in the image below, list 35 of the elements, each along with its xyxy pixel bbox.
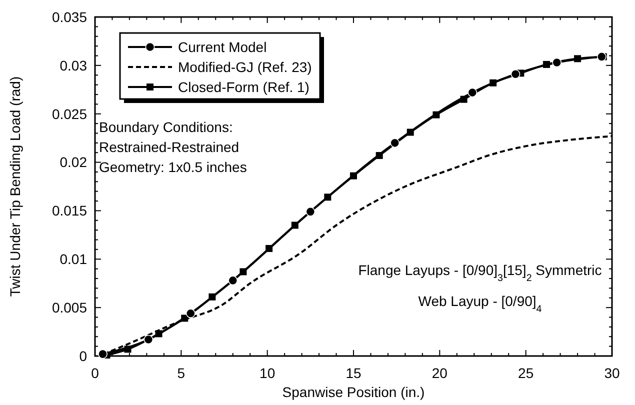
point <box>552 58 562 68</box>
y-axis-title: Twist Under Tip Bending Load (rad) <box>7 76 23 297</box>
annotation: Web Layup - [0/90]$_{4}$ <box>418 293 542 314</box>
point <box>228 276 238 286</box>
x-tick-label: 30 <box>604 365 620 381</box>
x-tick-label: 15 <box>346 365 362 381</box>
annotation: Flange Layups - [0/90]$_{3}$[15]$_{2}$ Symmetric <box>358 262 602 284</box>
legend-label: Current Model <box>178 38 267 55</box>
annotation: Restrained-Restrained <box>99 139 240 155</box>
y-tick-label: 0.025 <box>52 106 88 122</box>
point <box>468 88 478 98</box>
y-tick-label: 0.035 <box>52 8 88 25</box>
y-tick-label: 0.015 <box>52 202 88 219</box>
legend-label: Closed-Form (Ref. 1) <box>178 78 310 95</box>
annotation: Boundary Conditions: <box>99 119 233 135</box>
y-tick-label: 0.03 <box>60 57 88 74</box>
y-tick-label: 0.02 <box>60 154 88 170</box>
point <box>596 52 606 62</box>
x-tick-label: 25 <box>518 365 534 381</box>
point <box>510 69 520 79</box>
y-tick-label: 0.005 <box>52 299 88 316</box>
y-tick-label: 0 <box>79 348 88 364</box>
point <box>98 349 108 359</box>
x-tick-label: 5 <box>177 365 186 381</box>
x-axis-title: Spanwise Position (in.) <box>282 384 425 400</box>
point <box>186 308 196 318</box>
x-tick-label: 20 <box>432 365 448 381</box>
y-tick-label: 0.01 <box>60 251 88 268</box>
legend-label: Modified-GJ (Ref. 23) <box>178 58 312 75</box>
annotation: Geometry: 1x0.5 inches <box>99 159 247 175</box>
point <box>144 334 154 344</box>
x-tick-label: 10 <box>260 365 276 381</box>
point <box>306 206 316 216</box>
point <box>390 138 400 148</box>
x-tick-label: 0 <box>91 365 100 381</box>
